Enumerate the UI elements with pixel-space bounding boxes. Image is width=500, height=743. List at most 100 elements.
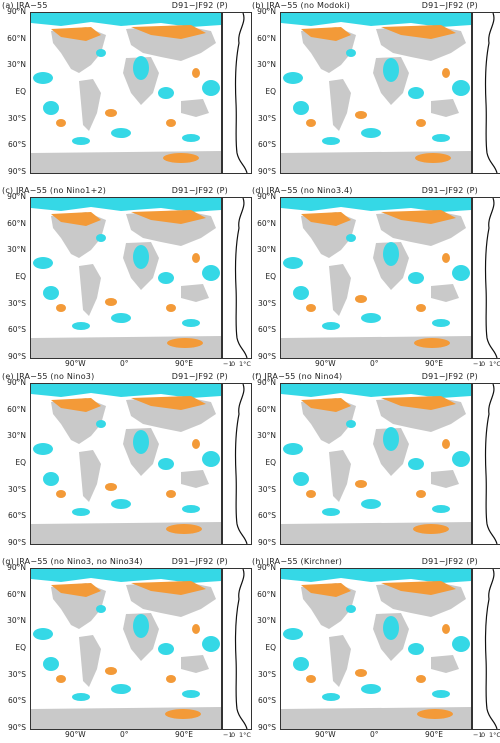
longitude-label: 0° [120,730,129,739]
anomaly-negative [293,101,309,115]
latitude-label: 30°S [257,298,276,308]
anomaly-negative [43,657,59,671]
latitude-label: 30°S [257,484,276,494]
anomaly-positive [442,253,450,263]
panel-title: (a) JRA−55 D91−JF92 (P) [0,1,246,12]
anomaly-negative [158,643,174,655]
anomaly-map [30,197,222,359]
landmass-south-america [329,450,351,502]
landmass-australia [181,470,209,488]
anomaly-positive [51,212,101,226]
map-svg [281,384,471,544]
anomaly-positive [381,25,456,39]
anomaly-negative [452,636,470,652]
latitude-label: 90°N [7,192,26,201]
arctic-band [281,13,471,27]
landmass-australia [431,470,459,488]
latitude-label: EQ [265,643,276,652]
landmass-south-america [329,79,351,131]
zonal-profile [472,568,500,730]
anomaly-negative [72,137,90,145]
zonal-profile [222,197,252,359]
longitude-label: 90°W [65,359,86,368]
anomaly-negative [182,319,200,327]
latitude-label: 60°S [257,511,276,521]
panel-f: (f) JRA−55 (no Nino4) D91−JF92 (P) 90°N 60°… [250,372,500,558]
anomaly-negative [43,472,59,486]
latitude-label: 60°N [7,218,26,228]
anomaly-negative [408,272,424,284]
anomaly-negative [346,605,356,613]
anomaly-map [30,383,222,545]
latitude-label: 30°N [257,431,276,441]
anomaly-negative [346,420,356,428]
anomaly-negative [346,49,356,57]
anomaly-negative [111,313,131,323]
profile-axis-label: −1 [223,360,233,368]
arctic-band [281,198,471,212]
anomaly-negative [72,693,90,701]
landmass-africa [123,57,159,105]
anomaly-positive [301,398,351,412]
anomaly-positive [192,439,200,449]
anomaly-negative [383,616,399,640]
latitude-label: 90°S [7,352,26,361]
anomaly-negative [72,322,90,330]
anomaly-negative [43,101,59,115]
panel-e: (e) JRA−55 (no Nino3) D91−JF92 (P) 90°N 60°… [0,372,252,558]
latitude-label: 60°N [257,589,276,599]
latitude-label: 30°N [7,431,26,441]
latitude-label: 30°S [7,113,26,123]
longitude-label: 90°W [65,730,86,739]
profile-svg [484,568,498,730]
panel-a: (a) JRA−55 D91−JF92 (P) 90°N 60°N 30°N EQ 30°S… [0,1,252,187]
anomaly-negative [361,128,381,138]
anomaly-positive [56,304,66,312]
panel-title-left: (b) JRA−55 (no Modoki) [252,1,351,10]
anomaly-positive [381,396,456,410]
anomaly-negative [322,693,340,701]
latitude-label: 30°S [257,113,276,123]
panel-title-left: (g) JRA−55 (no Nino3, no Nino34) [2,557,143,566]
panel-d: (d) JRA−55 (no Nino3.4) D91−JF92 (P) 90°N 6… [250,186,500,372]
latitude-label: 60°S [7,696,26,706]
anomaly-positive [51,583,101,597]
anomaly-negative [361,313,381,323]
panel-title: (f) JRA−55 (no Nino4) D91−JF92 (P) [250,372,496,383]
anomaly-positive [105,667,117,675]
latitude-label: 30°S [7,669,26,679]
panel-b: (b) JRA−55 (no Modoki) D91−JF92 (P) 90°N 60… [250,1,500,187]
panel-title-left: (e) JRA−55 (no Nino3) [2,372,95,381]
anomaly-positive [416,490,426,498]
anomaly-negative [452,265,470,281]
longitude-label: 0° [120,359,129,368]
anomaly-positive [51,398,101,412]
anomaly-positive [381,210,456,224]
latitude-label: 30°S [257,669,276,679]
profile-axis-label: −1 [473,360,483,368]
profile-svg [234,12,248,174]
map-svg [281,13,471,173]
anomaly-negative [408,458,424,470]
anomaly-negative [408,87,424,99]
anomaly-map [280,197,472,359]
panel-title-left: (d) JRA−55 (no Nino3.4) [252,186,353,195]
panel-title: (e) JRA−55 (no Nino3) D91−JF92 (P) [0,372,246,383]
anomaly-positive [442,439,450,449]
longitude-label: 90°E [175,359,194,368]
anomaly-positive [56,119,66,127]
profile-line [234,197,248,359]
profile-svg [484,197,498,359]
anomaly-negative [96,420,106,428]
anomaly-positive [355,295,367,303]
arctic-band [31,13,221,27]
landmass-australia [181,655,209,673]
panel-title: (d) JRA−55 (no Nino3.4) D91−JF92 (P) [250,186,496,197]
latitude-label: EQ [15,272,26,281]
anomaly-negative [452,451,470,467]
anomaly-negative [383,427,399,451]
anomaly-negative [133,56,149,80]
anomaly-negative [432,505,450,513]
panel-title-left: (f) JRA−55 (no Nino4) [252,372,343,381]
panel-title: (h) JRA−55 (Kirchner) D91−JF92 (P) [250,557,496,568]
